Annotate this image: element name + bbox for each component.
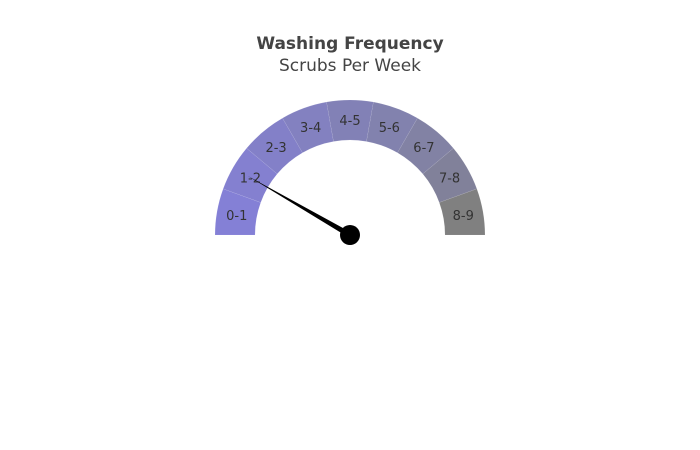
gauge-segment-label: 6-7: [413, 141, 434, 156]
gauge-segment-label: 1-2: [240, 172, 261, 187]
chart-title: Washing Frequency: [256, 34, 444, 54]
gauge-needle-group: [247, 176, 360, 245]
gauge-needle: [247, 176, 352, 238]
gauge-segment-label: 7-8: [439, 172, 460, 187]
gauge-segment-label: 0-1: [226, 209, 247, 224]
gauge-segment-2-3: [246, 117, 303, 175]
gauge-segment-3-4: [282, 101, 334, 154]
gauge-segment-6-7: [397, 117, 454, 175]
gauge-segment-5-6: [366, 101, 418, 154]
gauge-segment-label: 8-9: [453, 209, 474, 224]
gauge-labels: 0-1 1-2 2-3 3-4 4-5 5-6 6-7 7-8 8-9: [226, 114, 474, 224]
gauge-segment-7-8: [422, 147, 478, 203]
gauge-segment-label: 2-3: [265, 141, 286, 156]
gauge-needle-hub: [340, 225, 360, 245]
gauge-segment-label: 3-4: [300, 121, 321, 136]
gauge-segment-8-9: [438, 188, 486, 236]
gauge-segments: [214, 99, 486, 236]
gauge-segment-label: 5-6: [379, 121, 400, 136]
chart-subtitle: Scrubs Per Week: [278, 56, 422, 76]
gauge-segment-label: 4-5: [339, 114, 360, 129]
